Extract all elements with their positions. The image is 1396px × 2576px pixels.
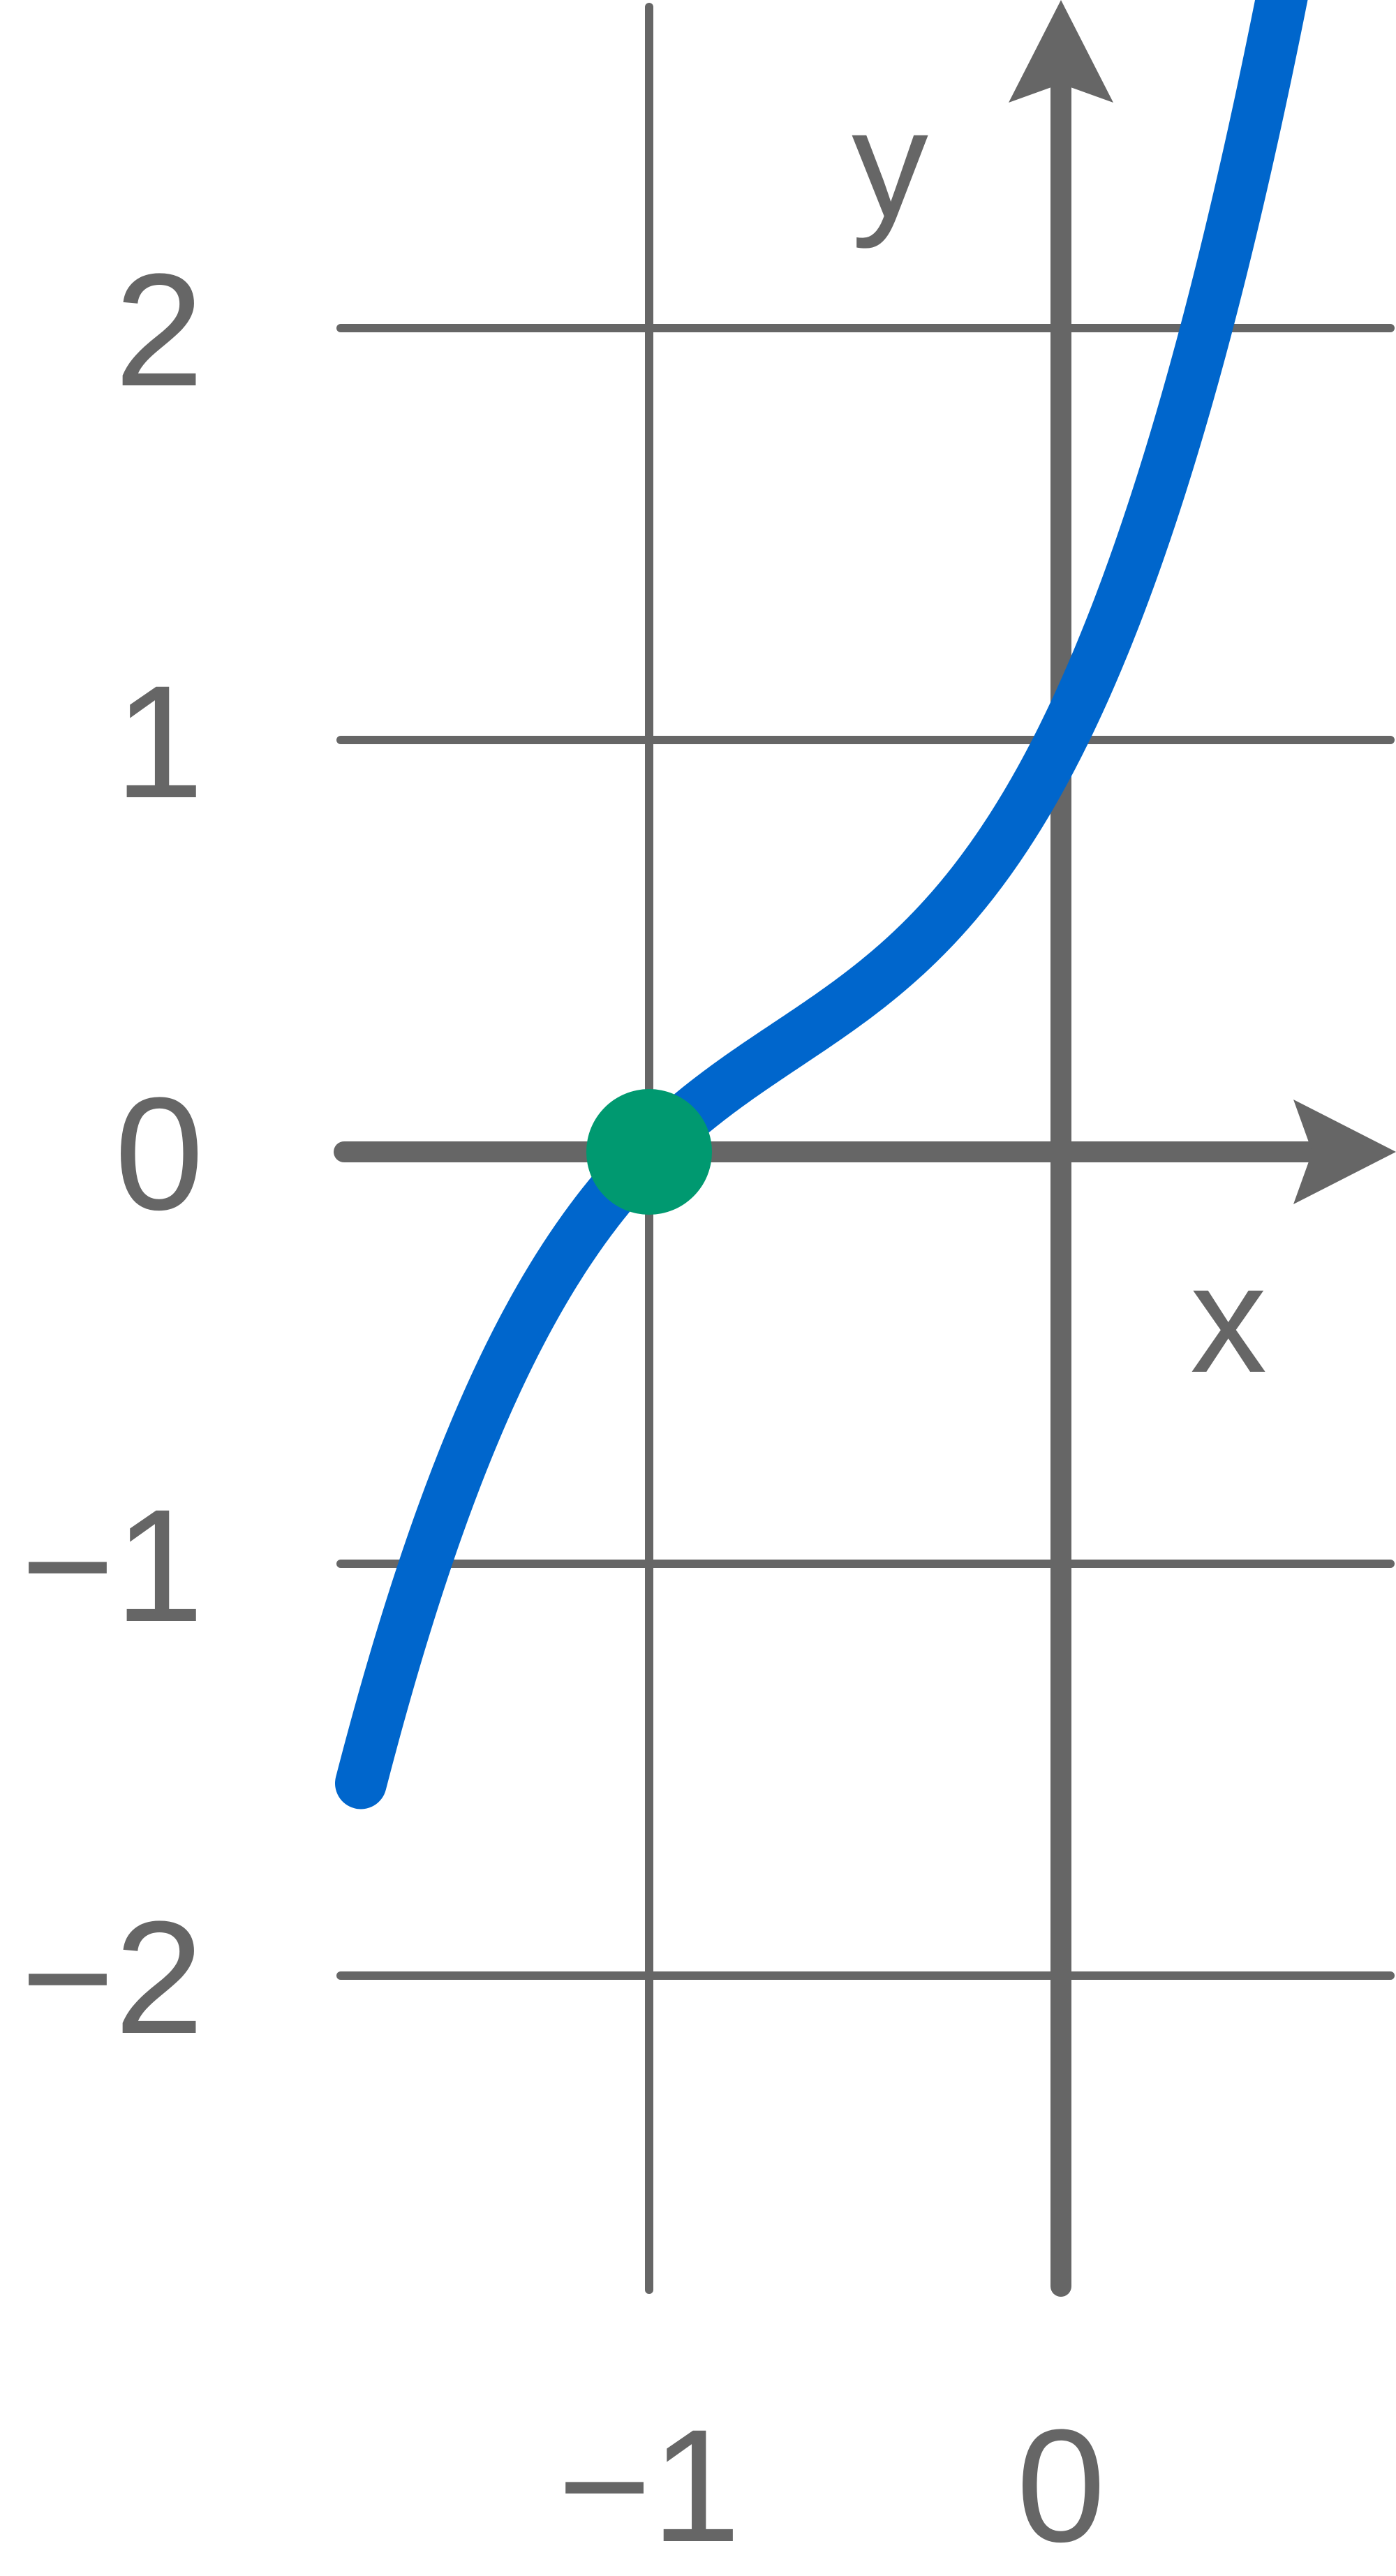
- y-tick-label: 1: [114, 652, 204, 831]
- y-tick-label: −1: [21, 1476, 204, 1655]
- x-axis-label: x: [1190, 1233, 1267, 1405]
- highlight-point: [586, 1089, 712, 1215]
- axis-layer: [334, 0, 1396, 2297]
- curve-line: [335, 0, 1308, 1809]
- label-layer: 2 1 0 −1 −2 −1 0 x y: [21, 77, 1267, 2575]
- y-axis-arrow: [1009, 0, 1113, 103]
- point-layer: [586, 1089, 712, 1215]
- y-tick-label: −2: [21, 1888, 204, 2067]
- x-tick-label: −1: [558, 2396, 741, 2575]
- y-axis-label: y: [852, 77, 928, 249]
- y-tick-label: 0: [114, 1064, 204, 1243]
- y-tick-label: 2: [114, 240, 204, 420]
- x-axis-arrow: [1293, 1100, 1396, 1204]
- curve-layer: [335, 0, 1308, 1809]
- x-tick-label: 0: [1016, 2396, 1106, 2575]
